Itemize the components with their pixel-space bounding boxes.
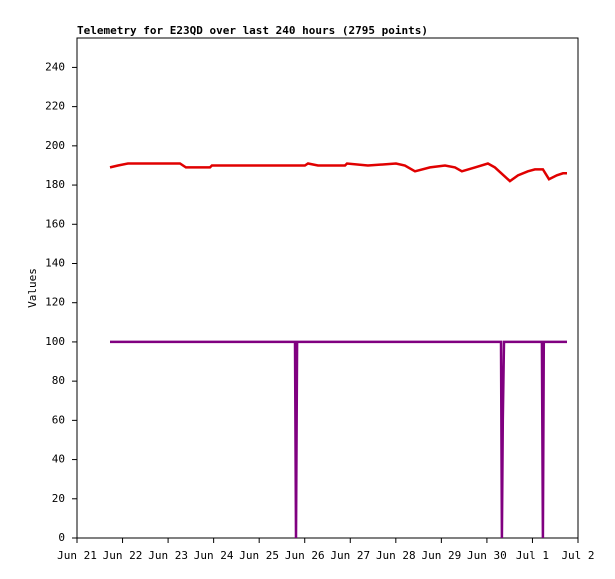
line-series: [109, 162, 567, 183]
y-tick-label: 100: [45, 335, 65, 348]
line-series: [110, 340, 567, 539]
chart-title: Telemetry for E23QD over last 240 hours …: [77, 24, 428, 37]
y-tick-label: 80: [52, 374, 65, 387]
x-tick-label: Jun 28: [376, 549, 416, 562]
x-tick-label: Jun 21: [57, 549, 97, 562]
x-tick-label: Jun 27: [330, 549, 370, 562]
x-tick-label: Jul 2: [561, 549, 594, 562]
x-tick-label: Jun 23: [148, 549, 188, 562]
x-tick-label: Jul 1: [516, 549, 549, 562]
y-tick-label: 60: [52, 413, 65, 426]
plot-frame: [76, 37, 579, 539]
x-tick-label: Jun 26: [285, 549, 325, 562]
y-tick-label: 140: [45, 256, 65, 269]
x-tick-label: Jun 25: [239, 549, 279, 562]
y-tick-label: 120: [45, 296, 65, 309]
y-tick-label: 160: [45, 217, 65, 230]
y-tick-label: 220: [45, 100, 65, 113]
y-tick-label: 200: [45, 139, 65, 152]
y-tick-label: 180: [45, 178, 65, 191]
y-tick-label: 0: [58, 531, 65, 544]
x-tick-label: Jun 30: [467, 549, 507, 562]
x-tick-label: Jun 29: [421, 549, 461, 562]
y-axis-label: Values: [26, 268, 39, 308]
x-tick-label: Jun 22: [103, 549, 143, 562]
y-tick-label: 40: [52, 453, 65, 466]
x-tick-label: Jun 24: [194, 549, 234, 562]
y-tick-label: 240: [45, 60, 65, 73]
y-tick-label: 20: [52, 492, 65, 505]
